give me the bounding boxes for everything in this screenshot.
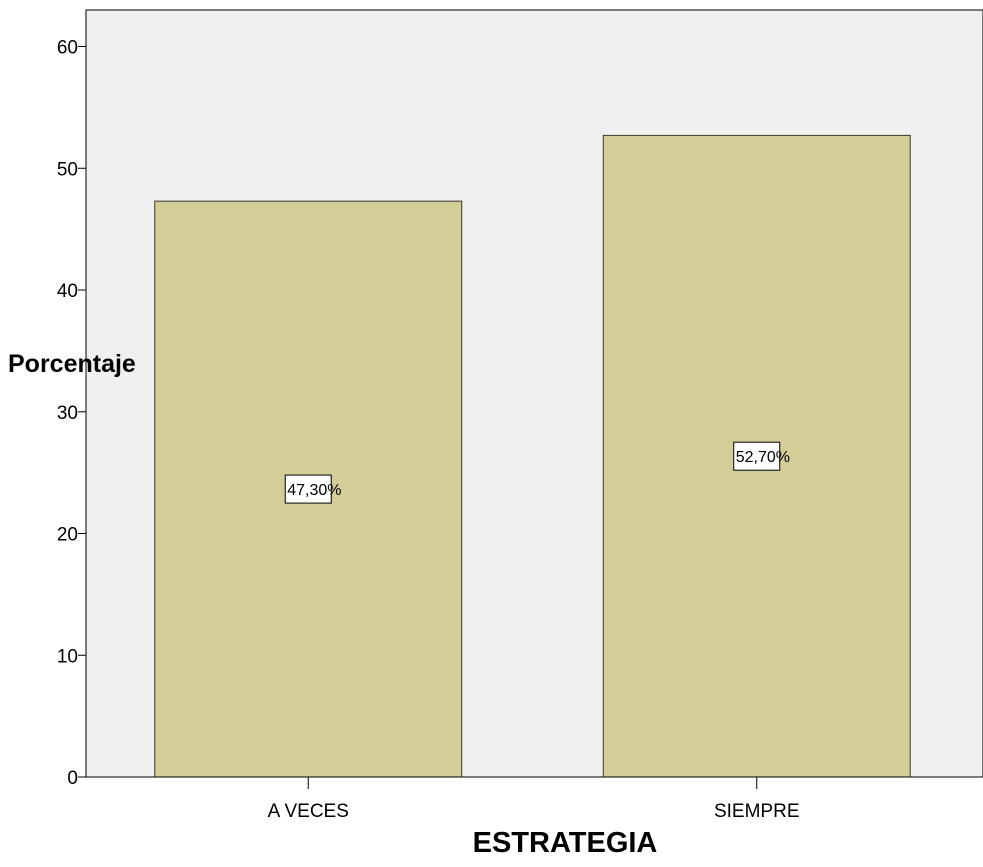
data-label-box (284, 474, 332, 504)
y-axis-ticks: 0 10 20 30 40 50 60 (57, 38, 86, 789)
y-tick-label: 0 (67, 768, 78, 789)
x-tick-label: A VECES (268, 801, 349, 822)
data-labels-group: 47,30% 52,70% (284, 441, 790, 504)
data-label-box (733, 441, 781, 471)
data-label: 52,70% (733, 441, 790, 471)
x-tick-label: SIEMPRE (714, 801, 800, 822)
y-tick-label: 20 (57, 525, 78, 546)
y-tick-label: 10 (57, 646, 78, 667)
data-label-text: 47,30% (287, 482, 341, 499)
y-tick-label: 50 (57, 159, 78, 180)
x-axis-label: ESTRATEGIA (473, 827, 658, 859)
data-label: 47,30% (284, 474, 342, 504)
data-label-text: 52,70% (736, 449, 790, 466)
x-axis-ticks: A VECES SIEMPRE (268, 777, 800, 822)
y-tick-label: 40 (57, 281, 78, 302)
y-axis-label: Porcentaje (8, 350, 136, 378)
y-tick-label: 60 (57, 38, 78, 59)
y-tick-label: 30 (57, 403, 78, 424)
